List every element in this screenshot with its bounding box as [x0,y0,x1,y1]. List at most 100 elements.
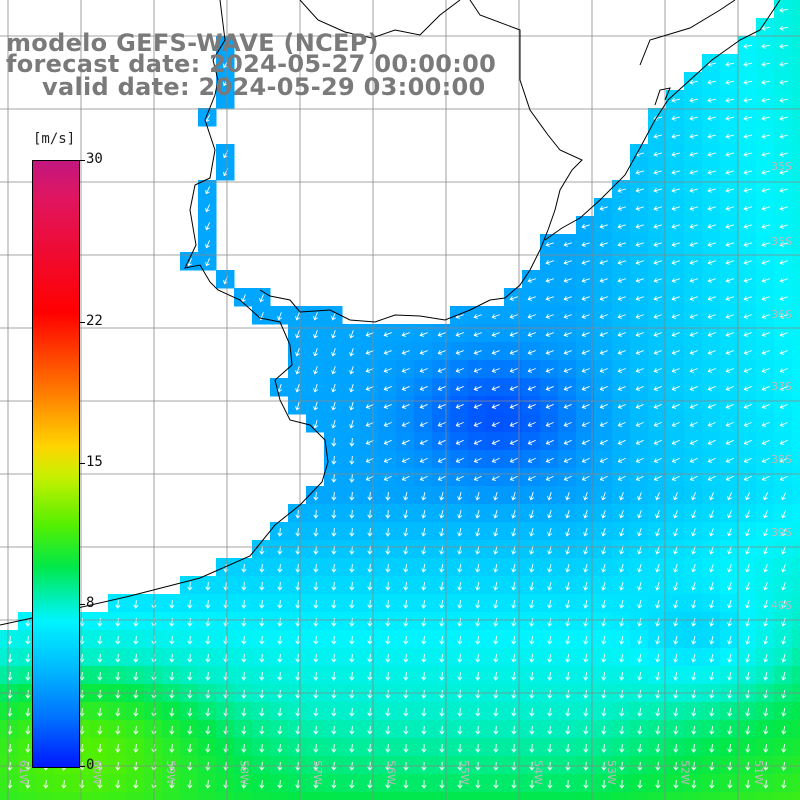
speed-cell [396,324,415,343]
speed-cell [414,702,433,721]
speed-cell [450,468,469,487]
wind-arrow [743,403,752,409]
wind-arrow [457,563,463,573]
speed-cell [684,756,703,775]
speed-cell [612,594,631,613]
speed-cell [702,414,721,433]
speed-cell [684,540,703,559]
wind-arrow [691,618,697,627]
speed-cell [342,792,361,800]
speed-cell [702,396,721,415]
speed-cell [666,612,685,631]
wind-arrow [673,492,678,501]
wind-arrow [241,725,247,735]
speed-cell [684,558,703,577]
speed-cell [720,234,739,253]
wind-arrow [581,350,590,355]
speed-cell [702,756,721,775]
speed-cell [756,738,775,757]
speed-cell [306,414,325,433]
speed-cell [324,540,343,559]
wind-arrow [563,421,572,427]
speed-cell [180,576,199,595]
speed-cell [630,540,649,559]
speed-cell [198,234,217,253]
speed-cell [126,756,145,775]
speed-cell [576,540,595,559]
speed-cell [306,756,325,775]
wind-arrow [689,151,698,157]
speed-cell [684,666,703,685]
wind-arrow [671,169,680,175]
speed-cell [504,720,523,739]
wind-arrow [671,223,680,229]
wind-arrow [727,707,733,717]
speed-cell [414,756,433,775]
wind-arrow [241,581,247,591]
wind-arrow [725,314,734,319]
speed-cell [792,594,800,613]
wind-arrow [455,403,464,409]
wind-arrow [79,725,85,735]
wind-arrow [691,743,697,753]
speed-cell [522,738,541,757]
wind-arrow [277,653,283,663]
speed-cell [666,504,685,523]
speed-cell [738,144,757,163]
wind-arrow [619,779,625,789]
wind-arrow [385,563,391,573]
wind-arrow [637,689,643,699]
wind-arrow [761,475,770,481]
wind-arrow [295,725,301,735]
speed-cell [252,792,271,800]
speed-cell [306,774,325,793]
wind-arrow [205,186,211,195]
wind-arrow [529,599,535,609]
wind-arrow [187,743,193,753]
wind-arrow [419,439,428,445]
longitude-label: 60W [91,760,104,785]
wind-arrow [367,581,373,591]
wind-arrow [779,7,789,13]
speed-cell [630,234,649,253]
speed-cell [792,630,800,649]
wind-arrow [527,314,536,319]
speed-cell [792,162,800,181]
speed-cell [486,342,505,361]
speed-cell [738,738,757,757]
speed-cell [378,378,397,397]
wind-arrow [653,241,662,247]
wind-arrow [601,779,607,789]
wind-arrow [385,599,391,609]
speed-cell [702,486,721,505]
wind-arrow [743,61,753,67]
speed-cell [792,342,800,361]
speed-cell [270,774,289,793]
wind-arrow [583,653,589,663]
wind-arrow [635,475,644,481]
wind-arrow [761,368,770,373]
wind-arrow [115,707,121,717]
wind-arrow [475,599,481,609]
colorbar-tick-label: 30 [86,151,103,167]
speed-cell [630,774,649,793]
wind-arrow [527,332,536,337]
speed-cell [306,594,325,613]
speed-cell [432,648,451,667]
speed-cell [666,792,685,800]
speed-cell [558,414,577,433]
speed-cell [648,558,667,577]
speed-cell [702,126,721,145]
speed-cell [720,540,739,559]
speed-cell [414,504,433,523]
wind-arrow [313,563,319,573]
wind-arrow [527,350,536,355]
wind-arrow [689,421,698,427]
wind-arrow [313,707,319,717]
wind-arrow [439,510,445,519]
speed-cell [720,414,739,433]
wind-arrow [779,133,788,139]
speed-cell [414,522,433,541]
speed-cell [594,540,613,559]
speed-cell [756,756,775,775]
